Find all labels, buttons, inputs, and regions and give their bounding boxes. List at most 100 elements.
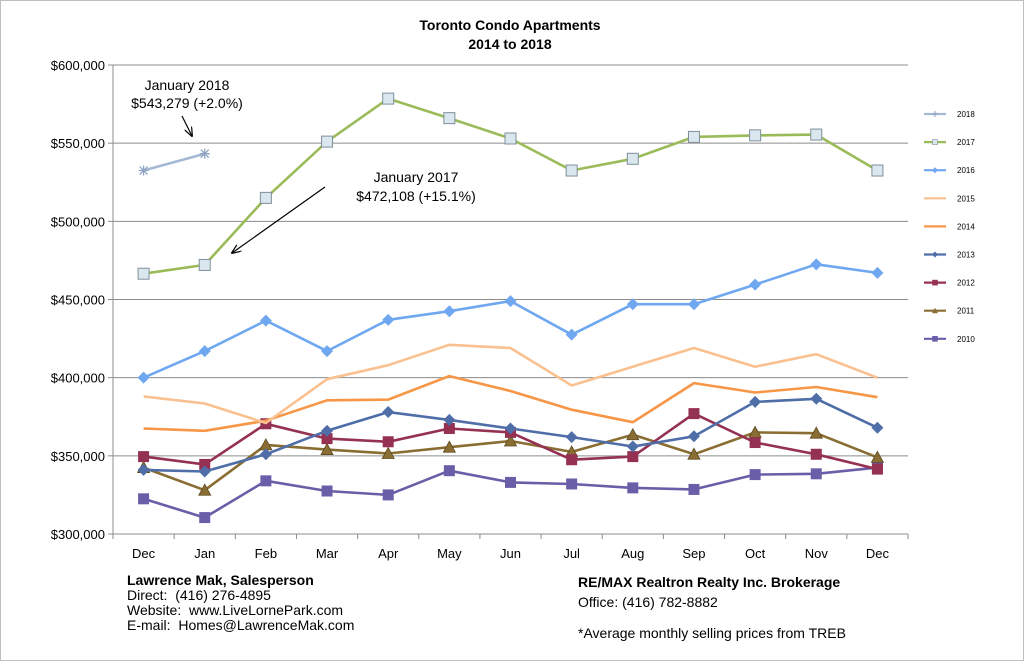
point-2017-10 <box>749 129 762 142</box>
series-2018 <box>138 148 210 176</box>
legend-marker-2016 <box>932 167 938 174</box>
series-2016 <box>137 258 884 384</box>
x-tick-label-11: Nov <box>805 546 829 561</box>
point-2011-9 <box>687 447 701 460</box>
legend-marker-2010 <box>932 335 938 342</box>
series-2010 <box>138 462 883 524</box>
point-2016-10 <box>749 278 762 291</box>
point-2010-1 <box>199 512 211 524</box>
point-2012-0 <box>138 451 150 463</box>
footer-right: RE/MAX Realtron Realty Inc. Brokerage Of… <box>578 575 846 641</box>
point-2010-0 <box>138 493 150 505</box>
agent-email: E-mail: Homes@LawrenceMak.com <box>127 617 355 633</box>
series-2011 <box>136 425 885 496</box>
point-2013-10 <box>749 395 762 408</box>
point-2016-7 <box>565 328 578 341</box>
point-2016-4 <box>382 313 395 326</box>
series-2014 <box>143 374 878 433</box>
series-line-2017 <box>143 97 879 275</box>
y-tick-label-300000: $300,000 <box>51 527 105 542</box>
point-2017-8 <box>626 152 639 165</box>
point-2013-9 <box>687 430 700 443</box>
legend-label-2016: 2016 <box>957 166 975 175</box>
y-tick-label-400000: $400,000 <box>51 371 105 386</box>
agent-phone: Direct: (416) 276-4895 <box>127 587 271 603</box>
y-tick-label-550000: $550,000 <box>51 136 105 151</box>
series-2017 <box>137 92 884 280</box>
point-2013-6 <box>504 422 517 435</box>
y-tick-label-450000: $450,000 <box>51 293 105 308</box>
point-2013-1 <box>198 465 211 478</box>
point-2017-11 <box>810 128 823 141</box>
footer-left: Lawrence Mak, Salesperson Direct: (416) … <box>127 573 354 633</box>
point-2012-12 <box>871 463 883 475</box>
point-2017-2 <box>259 191 272 204</box>
legend-item-2010: 2010 <box>924 335 975 344</box>
point-2017-5 <box>443 112 456 125</box>
point-2011-11 <box>809 426 823 439</box>
agent-name: Lawrence Mak, Salesperson <box>127 572 314 588</box>
point-2010-5 <box>443 465 455 477</box>
x-tick-label-8: Aug <box>621 546 644 561</box>
point-2013-8 <box>626 440 639 453</box>
annotation-2018-line1: January 2018 <box>145 77 230 93</box>
x-tick-label-4: Apr <box>378 546 399 561</box>
legend-item-2011: 2011 <box>924 307 975 316</box>
point-2011-4 <box>381 446 395 459</box>
legend-label-2012: 2012 <box>957 279 975 288</box>
x-tick-label-0: Dec <box>132 546 156 561</box>
y-tick-label-500000: $500,000 <box>51 214 105 229</box>
point-2018-0 <box>138 165 149 176</box>
point-2012-10 <box>749 437 761 449</box>
legend-item-2012: 2012 <box>924 279 975 288</box>
legend-label-2010: 2010 <box>957 335 975 344</box>
point-2011-1 <box>198 483 212 496</box>
point-2016-0 <box>137 371 150 384</box>
brokerage-name: RE/MAX Realtron Realty Inc. Brokerage <box>578 574 841 590</box>
series-2015 <box>143 343 878 425</box>
series-2013 <box>137 392 884 478</box>
legend-marker-2013 <box>932 251 938 258</box>
point-2013-5 <box>443 413 456 426</box>
point-2011-8 <box>626 427 640 441</box>
point-2016-8 <box>626 298 639 311</box>
point-2016-12 <box>871 266 884 279</box>
legend-label-2015: 2015 <box>957 194 975 203</box>
point-2013-2 <box>259 448 272 461</box>
point-2016-3 <box>321 345 334 358</box>
point-2016-2 <box>259 314 272 327</box>
series-line-2016 <box>143 263 878 379</box>
annotation-2017-line2: $472,108 (+15.1%) <box>356 188 475 204</box>
point-2016-9 <box>687 298 700 311</box>
agent-website: Website: www.LiveLornePark.com <box>127 602 344 618</box>
annotation-2017-line1: January 2017 <box>374 169 459 185</box>
x-tick-label-1: Jan <box>194 546 215 561</box>
y-axis: $300,000 $350,000 $400,000 $450,000 $500,000… <box>51 58 114 542</box>
office-phone: Office: (416) 782-8882 <box>578 594 718 610</box>
legend-marker-2011 <box>932 307 938 314</box>
legend-marker-2018 <box>932 111 938 117</box>
legend-label-2011: 2011 <box>957 307 975 316</box>
x-tick-label-3: Mar <box>316 546 339 561</box>
x-tick-label-12: Dec <box>866 546 890 561</box>
point-2010-6 <box>505 476 516 488</box>
point-2017-4 <box>382 92 395 105</box>
point-2010-11 <box>810 468 822 480</box>
source-note: *Average monthly selling prices from TRE… <box>578 625 846 641</box>
annotation-2017-arrow <box>232 186 326 253</box>
point-2012-8 <box>627 451 639 463</box>
series-group <box>136 92 885 524</box>
point-2010-8 <box>627 482 639 494</box>
point-2013-7 <box>565 431 578 444</box>
chart-subtitle: 2014 to 2018 <box>468 36 551 52</box>
point-2017-0 <box>137 267 150 280</box>
x-axis: Dec Jan Feb Mar Apr May Jun Jul Aug Sep Oct Nov Dec <box>112 533 909 561</box>
point-2016-6 <box>504 295 517 308</box>
series-line-2018 <box>143 152 206 172</box>
legend-item-2018: 2018 <box>924 110 975 119</box>
legend: 2018 2017 2016 2015 2014 2013 2012 2011 2010 <box>924 110 975 344</box>
legend-marker-2017 <box>932 139 938 145</box>
annotation-2018-line2: $543,279 (+2.0%) <box>131 95 243 111</box>
x-tick-label-2: Feb <box>255 546 277 561</box>
